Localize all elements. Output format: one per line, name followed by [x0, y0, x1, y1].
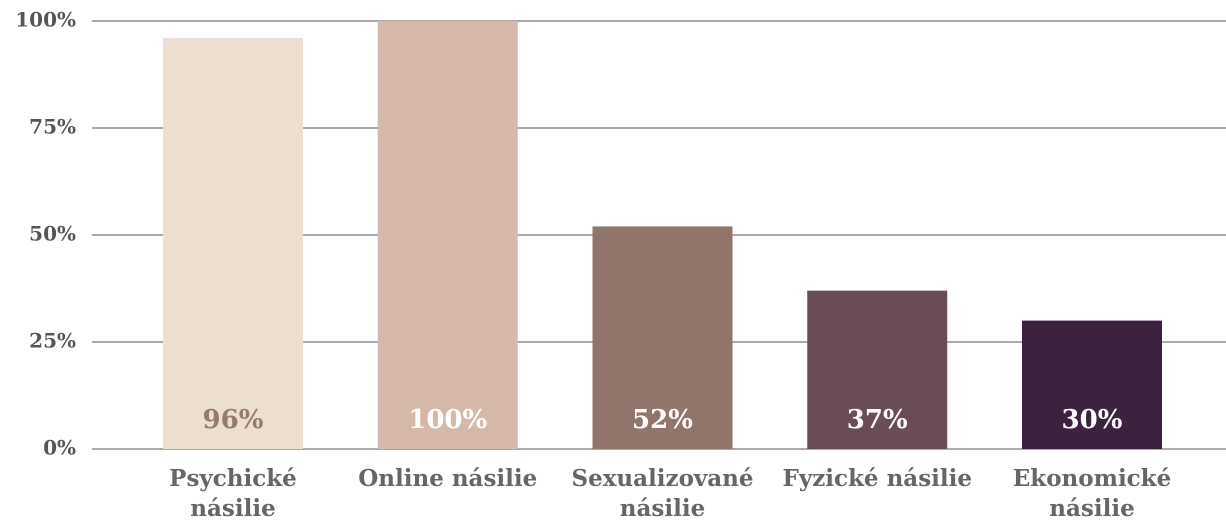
value-label: 37% — [847, 405, 908, 435]
y-tick-label: 100% — [15, 8, 76, 32]
value-label: 100% — [408, 405, 487, 435]
y-tick-label: 0% — [43, 436, 76, 460]
y-tick-label: 25% — [29, 329, 76, 353]
y-tick-label: 50% — [29, 222, 76, 246]
bar — [163, 38, 303, 450]
x-tick-label: Online násilie — [358, 465, 538, 492]
value-label: 30% — [1062, 405, 1123, 435]
value-label: 52% — [632, 405, 693, 435]
bar — [807, 290, 948, 449]
x-tick-label: Sexualizované násilie — [571, 465, 754, 522]
bar — [377, 21, 518, 449]
y-tick-label: 75% — [29, 115, 76, 139]
x-tick-label: Fyzické násilie — [782, 465, 973, 492]
bar — [592, 226, 733, 449]
bar — [1022, 320, 1162, 449]
value-label: 96% — [203, 405, 264, 435]
x-tick-label: Psychické násilie — [169, 465, 297, 522]
x-tick-label: Ekonomické násilie — [1012, 465, 1172, 522]
